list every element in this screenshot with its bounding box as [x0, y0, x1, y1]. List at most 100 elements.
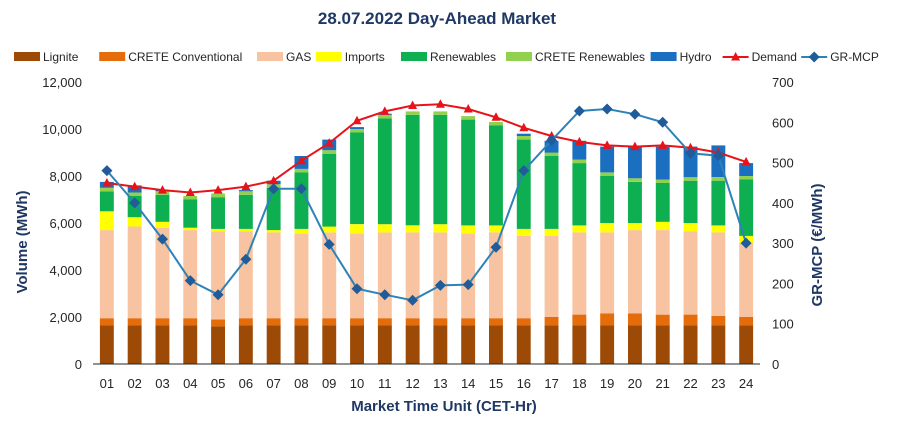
legend-label-gr-mcp: GR-MCP	[830, 50, 879, 64]
x-tick-label: 04	[183, 376, 197, 391]
bar-imports-08	[294, 228, 309, 234]
x-tick-label: 09	[322, 376, 336, 391]
gr-mcp-point-17	[546, 134, 558, 146]
bar-crete-conventional-19	[600, 313, 615, 326]
bar-crete-conventional-04	[183, 318, 198, 326]
x-tick-label: 02	[127, 376, 141, 391]
bar-crete-conventional-16	[516, 318, 531, 326]
y2-tick-label: 600	[772, 115, 794, 130]
demand-point-18	[574, 136, 584, 146]
gr-mcp-point-10	[351, 283, 363, 295]
legend: Lignite CRETE Conventional GAS Imports Renew…	[14, 50, 879, 64]
x-tick-label: 16	[517, 376, 531, 391]
bar-layer	[99, 111, 754, 364]
y2-axis-title: GR-MCP (€/MWh)	[809, 183, 826, 306]
bar-crete-conventional-14	[461, 318, 476, 326]
y-tick-label: 6,000	[49, 216, 82, 231]
demand-point-12	[408, 100, 418, 109]
bar-lignite-17	[544, 325, 559, 364]
bar-gas-12	[405, 232, 420, 319]
bar-imports-21	[655, 221, 670, 230]
bar-crete-conventional-07	[266, 318, 281, 326]
demand-point-24	[741, 156, 751, 166]
bar-gas-17	[544, 235, 559, 317]
demand-point-11	[380, 106, 390, 115]
bar-renewables-22	[683, 180, 698, 223]
bar-lignite-14	[461, 325, 476, 364]
bar-lignite-21	[655, 325, 670, 364]
bar-crete-conventional-12	[405, 318, 420, 326]
bar-crete-conventional-18	[572, 314, 587, 326]
legend-swatch-crete-conventional	[99, 52, 126, 61]
y-tick-label: 0	[75, 357, 82, 372]
demand-point-10	[352, 115, 362, 125]
bar-crete-renewables-15	[489, 122, 503, 126]
bar-imports-14	[461, 225, 476, 234]
demand-line	[106, 103, 747, 194]
bar-imports-11	[377, 224, 392, 233]
demand-point-01	[102, 178, 112, 187]
legend-label-imports: Imports	[345, 50, 385, 64]
bar-crete-renewables-14	[461, 116, 476, 120]
y-tick-label: 10,000	[42, 122, 82, 137]
bar-crete-renewables-19	[600, 172, 615, 176]
bar-gas-09	[322, 232, 337, 319]
bar-crete-conventional-24	[739, 317, 754, 326]
bar-gas-18	[572, 232, 587, 315]
bar-lignite-09	[322, 325, 337, 364]
legend-marker-demand	[731, 52, 741, 61]
demand-point-22	[686, 142, 695, 152]
bar-renewables-19	[600, 176, 615, 223]
bar-imports-10	[350, 224, 364, 234]
bar-lignite-15	[489, 325, 503, 364]
gr-mcp-point-01	[101, 165, 113, 177]
gr-mcp-point-03	[157, 233, 168, 245]
bar-crete-renewables-04	[183, 196, 198, 200]
bar-lignite-23	[711, 325, 726, 364]
bar-crete-conventional-03	[155, 318, 170, 326]
demand-point-05	[213, 185, 223, 194]
y2-tick-label: 300	[772, 236, 794, 251]
bar-imports-15	[489, 225, 503, 233]
bar-hydro-21	[655, 146, 670, 180]
bar-crete-conventional-02	[127, 318, 142, 326]
bar-hydro-19	[600, 146, 615, 173]
bar-hydro-17	[544, 140, 559, 153]
bar-renewables-09	[322, 153, 337, 227]
bar-lignite-10	[350, 325, 364, 364]
x-axis-title: Market Time Unit (CET-Hr)	[351, 398, 537, 415]
bar-crete-renewables-21	[655, 179, 670, 183]
legend-swatch-crete-renewables	[506, 52, 532, 61]
bar-crete-conventional-20	[628, 313, 642, 326]
x-tick-label: 11	[378, 376, 392, 391]
legend-label-gas: GAS	[286, 50, 311, 64]
bar-renewables-14	[461, 119, 476, 226]
x-tick-label: 18	[572, 376, 586, 391]
gr-mcp-point-16	[518, 165, 530, 177]
bar-crete-renewables-10	[350, 129, 364, 133]
bar-lignite-19	[600, 325, 615, 364]
bar-crete-renewables-11	[377, 114, 392, 119]
gr-mcp-point-15	[490, 241, 502, 253]
bar-lignite-05	[211, 326, 225, 364]
demand-point-03	[158, 185, 167, 194]
bar-gas-20	[628, 230, 642, 314]
bar-imports-09	[322, 226, 337, 233]
bar-lignite-13	[433, 325, 448, 364]
bar-renewables-24	[739, 179, 754, 236]
gr-mcp-point-06	[240, 253, 252, 265]
bar-crete-renewables-02	[127, 192, 142, 196]
demand-point-14	[463, 104, 473, 113]
bar-imports-02	[127, 217, 142, 227]
axes-layer: 02,0004,0006,0008,00010,00012,0000100200…	[42, 75, 793, 391]
bar-lignite-08	[294, 325, 309, 364]
bar-crete-conventional-21	[655, 314, 670, 326]
gr-mcp-point-07	[268, 183, 280, 195]
bar-gas-10	[350, 233, 364, 319]
bar-imports-04	[183, 227, 198, 231]
bar-gas-02	[127, 226, 142, 319]
bar-crete-conventional-22	[683, 314, 698, 326]
bar-lignite-12	[405, 325, 420, 364]
bar-crete-conventional-11	[377, 318, 392, 326]
